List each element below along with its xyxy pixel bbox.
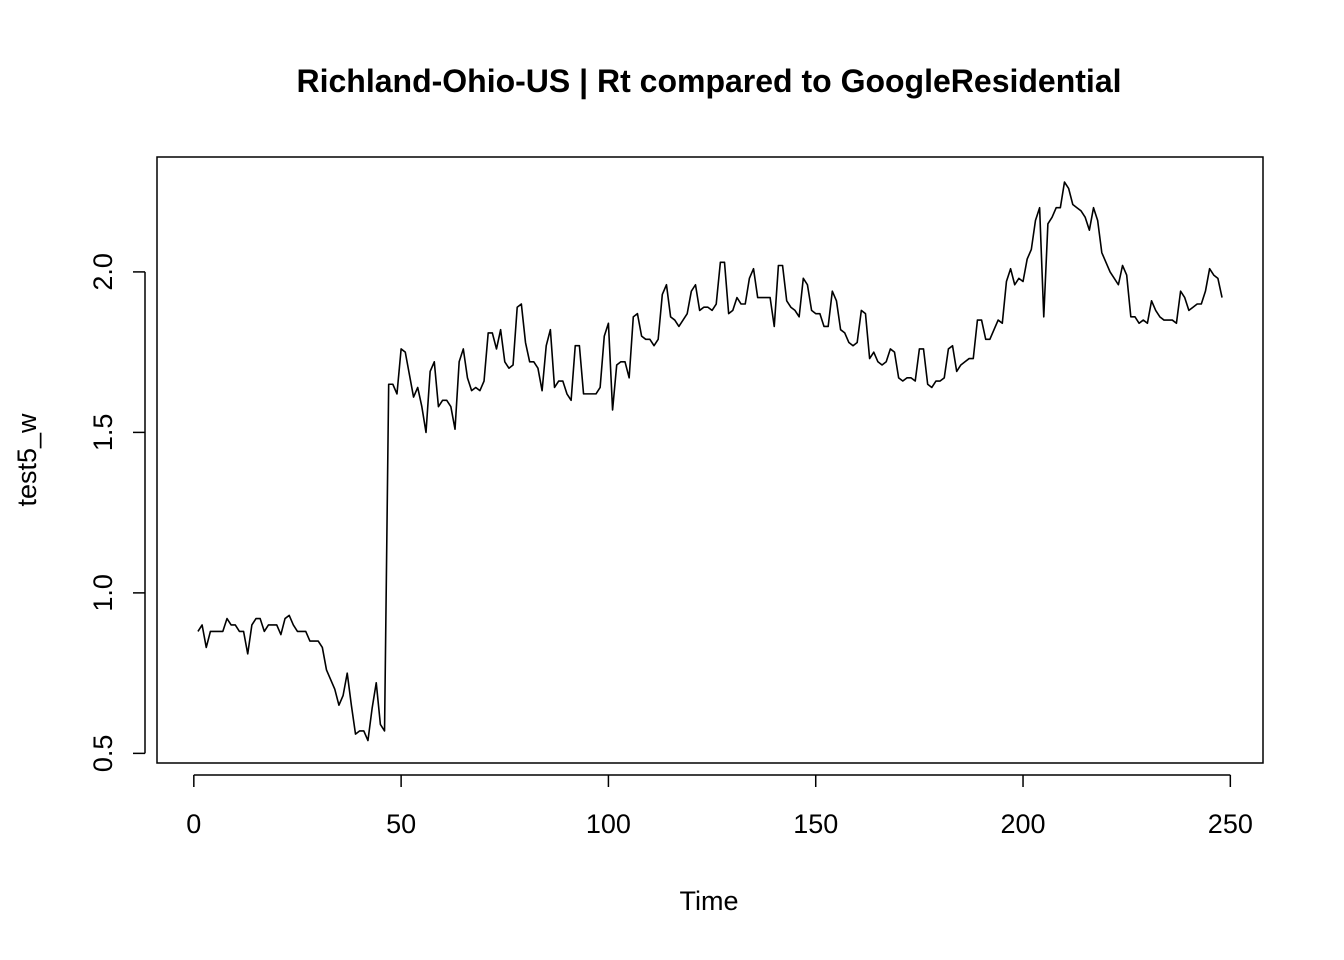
x-axis-label: Time [680,886,739,916]
x-tick-label: 100 [586,809,631,839]
plot-frame [156,156,1264,764]
y-tick-label: 1.0 [88,574,118,612]
x-tick-label: 50 [386,809,416,839]
x-tick-label: 250 [1208,809,1253,839]
x-tick-label: 0 [186,809,201,839]
x-tick-label: 150 [793,809,838,839]
y-axis-label: test5_w [12,413,42,507]
y-tick-label: 0.5 [88,735,118,773]
x-tick-label: 200 [1000,809,1045,839]
y-tick-label: 2.0 [88,253,118,291]
data-line [197,181,1223,742]
chart-title: Richland-Ohio-US | Rt compared to Google… [296,63,1121,99]
y-tick-label: 1.5 [88,414,118,452]
